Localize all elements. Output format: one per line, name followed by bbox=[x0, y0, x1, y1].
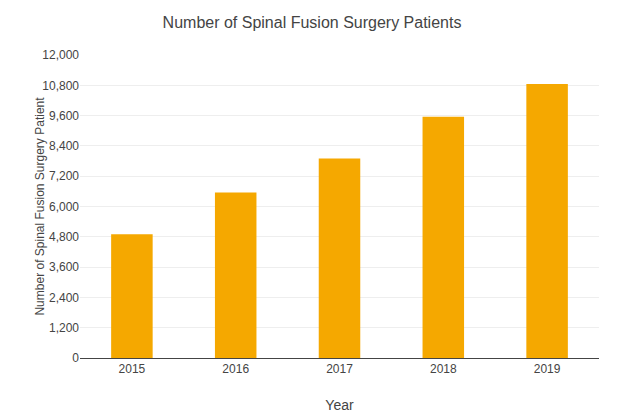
svg-text:12,000: 12,000 bbox=[42, 48, 79, 62]
svg-text:2016: 2016 bbox=[222, 362, 249, 376]
svg-text:2015: 2015 bbox=[119, 362, 146, 376]
svg-text:6,000: 6,000 bbox=[49, 200, 79, 214]
svg-text:9,600: 9,600 bbox=[49, 109, 79, 123]
svg-text:Year: Year bbox=[325, 397, 354, 413]
svg-text:1,200: 1,200 bbox=[49, 321, 79, 335]
svg-text:3,600: 3,600 bbox=[49, 260, 79, 274]
svg-text:Number of Spinal Fusion Surger: Number of Spinal Fusion Surgery Patient bbox=[33, 97, 47, 316]
svg-text:2018: 2018 bbox=[430, 362, 457, 376]
svg-text:2,400: 2,400 bbox=[49, 291, 79, 305]
svg-text:7,200: 7,200 bbox=[49, 169, 79, 183]
svg-text:2019: 2019 bbox=[534, 362, 561, 376]
svg-text:2017: 2017 bbox=[326, 362, 353, 376]
svg-text:0: 0 bbox=[72, 351, 79, 365]
svg-text:4,800: 4,800 bbox=[49, 230, 79, 244]
svg-text:Number of Spinal Fusion Surger: Number of Spinal Fusion Surgery Patients bbox=[163, 14, 462, 31]
svg-text:8,400: 8,400 bbox=[49, 139, 79, 153]
svg-text:10,800: 10,800 bbox=[42, 79, 79, 93]
